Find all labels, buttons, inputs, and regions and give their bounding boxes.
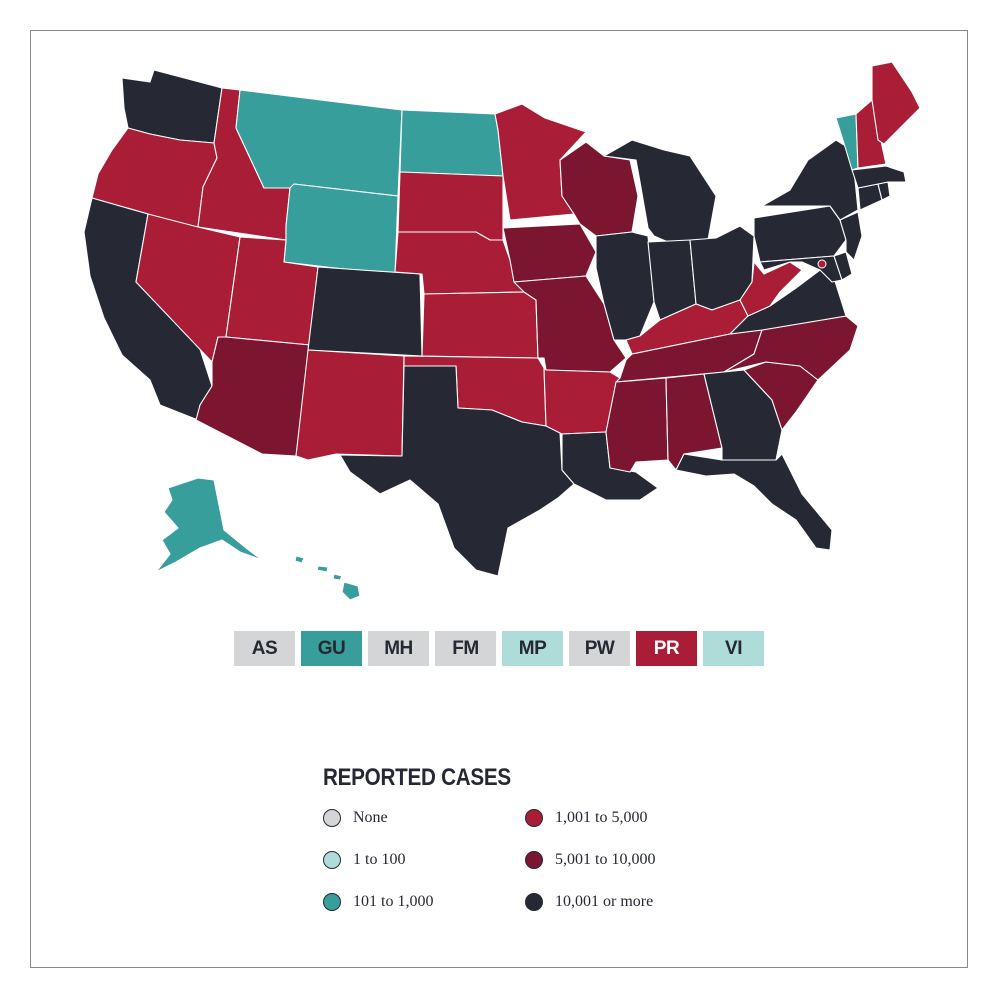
state-delaware[interactable]	[833, 251, 853, 281]
legend: REPORTED CASES None 1 to 100 101 to 1,00…	[323, 764, 743, 911]
legend-label: 101 to 1,000	[353, 893, 434, 910]
legend-item-101-to-1000: 101 to 1,000	[323, 891, 433, 913]
state-connecticut[interactable]	[857, 183, 883, 211]
territory-pw[interactable]: PW	[569, 631, 630, 666]
state-florida[interactable]	[675, 453, 833, 551]
legend-swatch	[323, 893, 341, 911]
territory-code: VI	[725, 637, 742, 659]
state-alaska[interactable]	[155, 477, 263, 573]
territory-code: PR	[653, 637, 680, 659]
state-kansas[interactable]	[421, 291, 539, 359]
map-frame	[30, 30, 968, 968]
state-texas[interactable]	[339, 365, 575, 577]
legend-swatch	[525, 893, 543, 911]
state-massachusetts[interactable]	[851, 165, 907, 189]
us-states-map	[83, 61, 921, 601]
state-hawaii[interactable]	[294, 555, 361, 601]
state-maine[interactable]	[871, 61, 921, 145]
state-new-jersey[interactable]	[839, 211, 863, 261]
territory-mp[interactable]: MP	[502, 631, 563, 666]
territory-fm[interactable]: FM	[435, 631, 496, 666]
territory-mh[interactable]: MH	[368, 631, 429, 666]
legend-label: 10,001 or more	[555, 893, 654, 910]
state-iowa[interactable]	[502, 223, 597, 283]
legend-label: None	[353, 809, 388, 826]
legend-label: 1,001 to 5,000	[555, 809, 648, 826]
state-colorado[interactable]	[307, 266, 423, 357]
territory-vi[interactable]: VI	[703, 631, 764, 666]
state-wyoming[interactable]	[283, 183, 399, 276]
territory-code: GU	[317, 637, 346, 659]
territory-code: AS	[251, 637, 278, 659]
territory-code: PW	[584, 637, 615, 659]
state-new-hampshire[interactable]	[855, 99, 887, 169]
legend-item-none: None	[323, 807, 388, 829]
territories-row: AS GU MH FM MP PW PR VI	[234, 631, 764, 666]
state-new-york[interactable]	[761, 139, 859, 221]
state-montana[interactable]	[235, 89, 403, 197]
state-north-dakota[interactable]	[399, 109, 504, 177]
territory-pr[interactable]: PR	[636, 631, 697, 666]
legend-swatch	[525, 809, 543, 827]
legend-swatch	[525, 851, 543, 869]
legend-swatch	[323, 809, 341, 827]
territory-as[interactable]: AS	[234, 631, 295, 666]
legend-swatch	[323, 851, 341, 869]
state-pennsylvania[interactable]	[753, 205, 847, 263]
legend-item-1-to-100: 1 to 100	[323, 849, 405, 871]
state-south-dakota[interactable]	[397, 171, 504, 241]
legend-item-5001-to-10000: 5,001 to 10,000	[525, 849, 655, 871]
state-new-mexico[interactable]	[295, 349, 405, 461]
state-mississippi[interactable]	[605, 377, 669, 473]
legend-label: 1 to 100	[353, 851, 406, 868]
legend-label: 5,001 to 10,000	[555, 851, 656, 868]
legend-title: REPORTED CASES	[323, 764, 511, 791]
legend-item-10001-or-more: 10,001 or more	[525, 891, 653, 913]
state-district-of-columbia[interactable]	[817, 259, 827, 269]
territory-code: MP	[518, 637, 547, 659]
territory-code: FM	[452, 637, 479, 659]
state-west-virginia[interactable]	[739, 261, 803, 317]
territory-code: MH	[384, 637, 413, 659]
state-vermont[interactable]	[835, 113, 859, 171]
territory-gu[interactable]: GU	[301, 631, 362, 666]
legend-item-1001-to-5000: 1,001 to 5,000	[525, 807, 647, 829]
